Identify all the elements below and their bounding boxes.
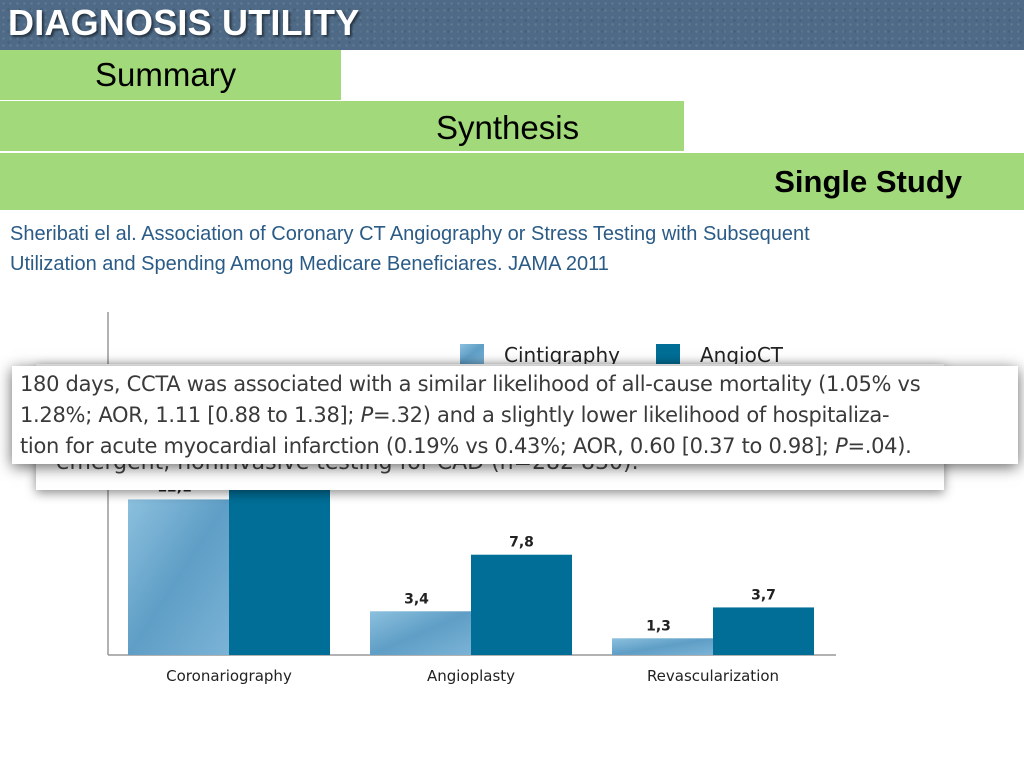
quote-line-1: 180 days, CCTA was associated with a sim… bbox=[20, 372, 921, 396]
tab-single-study-label: Single Study bbox=[774, 164, 962, 199]
bar-angioct-angioplasty bbox=[471, 554, 572, 655]
quote-line-2: 1.28%; AOR, 1.11 [0.88 to 1.38]; P=.32) … bbox=[20, 403, 890, 427]
legend-label: Cintigraphy bbox=[504, 343, 620, 367]
tab-summary-label: Summary bbox=[95, 56, 237, 93]
page-title: DIAGNOSIS UTILITY bbox=[8, 2, 360, 43]
tab-synthesis-label: Synthesis bbox=[436, 109, 580, 146]
bar-cintigraphy-revascularization bbox=[612, 638, 713, 655]
data-label: 3,7 bbox=[751, 587, 776, 603]
quote-panel: 180 days, CCTA was associated with a sim… bbox=[12, 366, 1018, 464]
tab-single-study[interactable]: Single Study bbox=[0, 153, 1024, 210]
data-label: 3,4 bbox=[404, 591, 429, 607]
data-label: 1,3 bbox=[646, 618, 671, 634]
category-label: Revascularization bbox=[647, 667, 779, 685]
citation-line-2: Utilization and Spending Among Medicare … bbox=[10, 253, 609, 275]
tab-summary[interactable]: Summary bbox=[0, 50, 341, 100]
legend-swatch bbox=[656, 344, 680, 364]
bar-cintigraphy-coronariography bbox=[128, 499, 229, 655]
tab-synthesis[interactable]: Synthesis bbox=[0, 101, 684, 151]
bar-cintigraphy-angioplasty bbox=[370, 611, 471, 655]
legend-label: AngioCT bbox=[700, 343, 784, 367]
quote-line-3: tion for acute myocardial infarction (0.… bbox=[20, 434, 912, 458]
category-label: Angioplasty bbox=[427, 667, 515, 685]
bar-angioct-revascularization bbox=[713, 607, 814, 655]
citation-line-1: Sheribati el al. Association of Coronary… bbox=[10, 223, 810, 245]
legend-swatch bbox=[460, 344, 484, 364]
title-bar: DIAGNOSIS UTILITY bbox=[0, 0, 1024, 50]
citation: Sheribati el al. Association of Coronary… bbox=[10, 219, 1010, 279]
category-label: Coronariography bbox=[166, 667, 292, 685]
data-label: 7,8 bbox=[509, 535, 534, 551]
